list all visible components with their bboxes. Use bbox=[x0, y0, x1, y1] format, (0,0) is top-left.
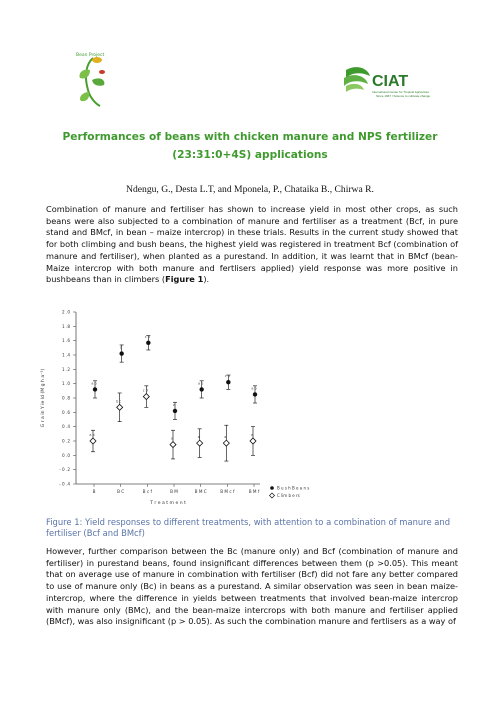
x-tick-label: B bbox=[93, 489, 96, 494]
legend-climber-label: C lim b e rs bbox=[277, 493, 300, 498]
intro-end: ). bbox=[203, 274, 210, 285]
svg-text:CIAT: CIAT bbox=[372, 73, 408, 90]
svg-text:International Center for Tropi: International Center for Tropical Agricu… bbox=[372, 90, 429, 94]
bush-bean-point bbox=[199, 387, 204, 392]
data-label: a bbox=[171, 437, 173, 441]
data-label: c bbox=[120, 346, 122, 350]
intro-text: Combination of manure and fertiliser has… bbox=[46, 204, 458, 285]
bush-bean-point bbox=[252, 392, 258, 397]
data-label: b c bbox=[116, 399, 121, 403]
x-tick-label: B M f bbox=[249, 489, 260, 494]
svg-text:Since 1967 / Science to cultiv: Since 1967 / Science to cultivate change bbox=[376, 94, 430, 98]
climber-point bbox=[222, 439, 230, 447]
data-label: a b bbox=[251, 386, 256, 390]
y-tick-label: 1 .8 bbox=[62, 324, 70, 329]
yield-chart-svg: 2 .0 1 .8 1 .6 1 .4 1 .2 1 .0 0 .8 0 .6 0 .4 0 .2… bbox=[40, 310, 309, 507]
y-tick-label: 0 .8 bbox=[62, 396, 70, 401]
ciat-logo: CIAT International Center for Tropical A… bbox=[338, 62, 434, 100]
data-label: c d bbox=[143, 389, 148, 393]
yield-chart: 2 .0 1 .8 1 .6 1 .4 1 .2 1 .0 0 .8 0 .6 0 .4 0 .2… bbox=[30, 304, 370, 510]
figure-caption: Figure 1: Yield responses to different t… bbox=[46, 517, 451, 539]
y-tick-label: - 0 .2 bbox=[59, 467, 70, 472]
climber-point bbox=[249, 437, 257, 445]
discussion-paragraph: However, further comparison between the … bbox=[46, 546, 458, 627]
climber-point bbox=[89, 437, 97, 445]
legend-bush-marker bbox=[270, 486, 274, 490]
y-axis-label: G r a in Y ie ld (M g h a⁻¹) bbox=[40, 368, 46, 427]
climber-point bbox=[169, 441, 177, 449]
x-tick-label: B C bbox=[117, 489, 124, 494]
y-tick-label: 1 .0 bbox=[62, 381, 70, 386]
x-axis-label: T r e a t m e n t bbox=[149, 500, 186, 506]
data-label: a bbox=[224, 435, 226, 439]
y-tick-label: 1 .6 bbox=[62, 338, 70, 343]
y-tick-label: 0 .4 bbox=[62, 424, 70, 429]
y-tick-label: 2 .0 bbox=[62, 310, 70, 315]
data-label: a b bbox=[198, 381, 203, 385]
page-title: Performances of beans with chicken manur… bbox=[40, 128, 460, 164]
bush-bean-point bbox=[146, 340, 151, 346]
y-tick-label: 1 .2 bbox=[62, 367, 70, 372]
title-line-1: Performances of beans with chicken manur… bbox=[62, 131, 438, 143]
y-tick-label: 1 .4 bbox=[62, 353, 70, 358]
bean-project-logo: Bean Project bbox=[66, 50, 120, 110]
legend-climber-marker bbox=[269, 492, 275, 499]
data-label: a b bbox=[89, 433, 94, 437]
x-tick-label: B M c f bbox=[220, 489, 235, 494]
data-label: a bbox=[173, 403, 175, 407]
bush-bean-point bbox=[92, 387, 98, 392]
figure-reference: Figure 1 bbox=[165, 274, 204, 285]
bush-bean-point bbox=[119, 351, 124, 356]
climber-point bbox=[196, 439, 204, 447]
data-label: c d bbox=[145, 335, 150, 339]
y-tick-label: - 0 .4 bbox=[59, 482, 70, 487]
authors-line: Ndengu, G., Desta L.T, and Mponela, P., … bbox=[126, 184, 374, 195]
intro-paragraph: Combination of manure and fertiliser has… bbox=[46, 204, 458, 286]
x-tick-label: B M bbox=[170, 489, 178, 494]
data-label: a bbox=[251, 433, 253, 437]
x-tick-label: B M C bbox=[195, 489, 207, 494]
y-tick-label: 0 .2 bbox=[62, 439, 70, 444]
bush-bean-point bbox=[172, 408, 178, 414]
data-label: a bbox=[198, 435, 200, 439]
legend-bush-label: B u s h B e a n s bbox=[277, 486, 309, 491]
title-line-2: (23:31:0+4S) applications bbox=[172, 149, 328, 161]
climber-point bbox=[116, 403, 124, 411]
x-tick-label: B c f bbox=[143, 489, 153, 494]
svg-text:Bean Project: Bean Project bbox=[76, 52, 105, 58]
y-tick-label: 0 .6 bbox=[62, 410, 70, 415]
data-label: c d bbox=[225, 374, 230, 378]
bush-bean-point bbox=[226, 380, 231, 385]
y-tick-label: 0 .0 bbox=[62, 453, 70, 458]
climber-point bbox=[142, 393, 150, 401]
data-label: a b bbox=[91, 381, 96, 385]
